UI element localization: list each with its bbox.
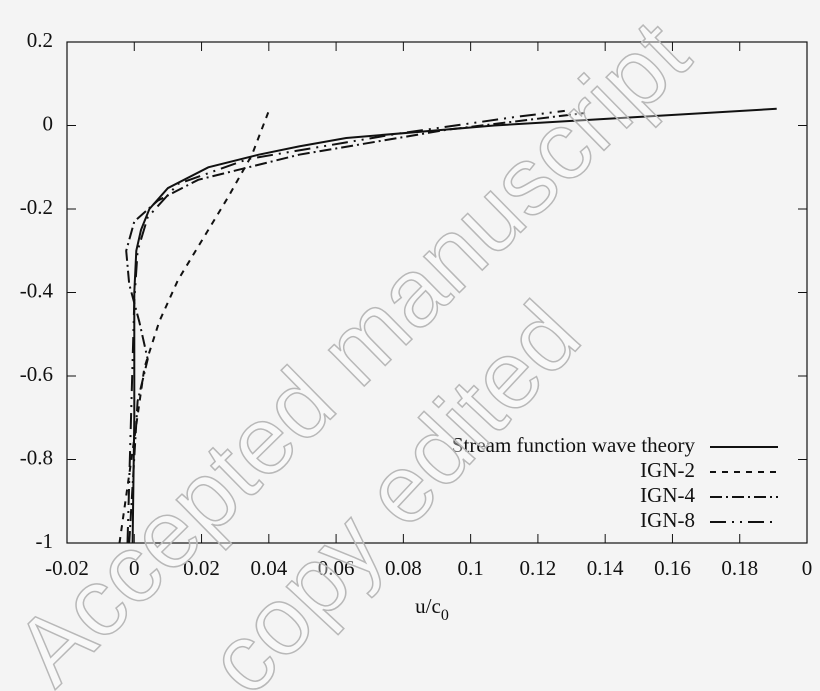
legend-label: IGN-2 [640,458,695,482]
x-tick-label: -0.02 [45,556,89,580]
x-tick-label: 0.02 [183,556,220,580]
watermark: Accepted manuscript copy edited [0,0,710,691]
legend-label: IGN-4 [640,483,695,507]
x-tick-label: 0.1 [458,556,484,580]
y-tick-label: -0.6 [20,362,53,386]
x-tick-label: 0.08 [385,556,422,580]
series-line [131,107,777,543]
y-tick-label: -0.2 [20,195,53,219]
x-tick-label: 0 [129,556,140,580]
x-axis-label: u/c0 [415,594,449,624]
legend-label: Stream function wave theory [452,433,696,457]
y-tick-label: -1 [36,529,54,553]
y-tick-label: 0 [43,111,54,135]
legend-label: IGN-8 [640,508,695,532]
y-tick-label: -0.8 [20,445,53,469]
y-tick-label: 0.2 [27,28,53,52]
x-tick-label: 0.04 [250,556,287,580]
x-tick-label: 0.06 [318,556,355,580]
x-tick-label: 0.14 [587,556,624,580]
x-label-sub: 0 [441,607,449,624]
x-tick-label: 0.16 [654,556,691,580]
series-line [125,112,586,543]
x-tick-label: 0.18 [721,556,758,580]
x-tick-label: 0.12 [520,556,557,580]
y-tick-label: -0.4 [20,278,54,302]
x-label-main: u/c [415,594,441,618]
series-line [126,109,565,543]
x-tick-label: 0 [802,556,813,580]
